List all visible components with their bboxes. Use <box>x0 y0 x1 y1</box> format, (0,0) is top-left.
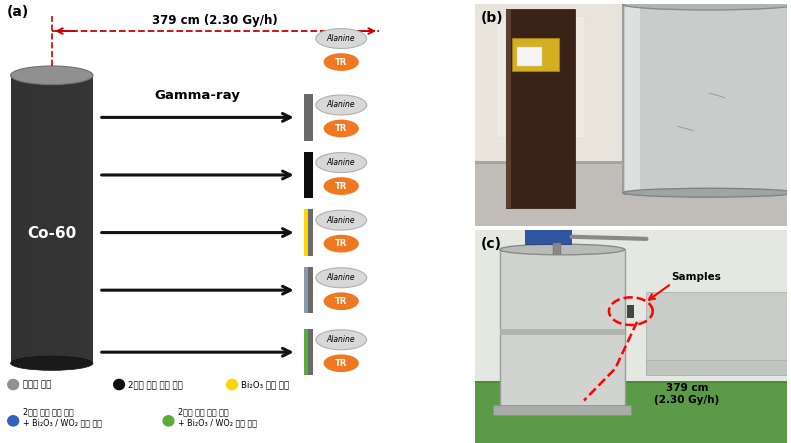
Circle shape <box>163 416 174 426</box>
Bar <box>494 405 631 416</box>
Text: 실리콘 기판: 실리콘 기판 <box>23 380 51 389</box>
Ellipse shape <box>316 330 367 350</box>
Ellipse shape <box>324 53 359 71</box>
Ellipse shape <box>623 0 791 10</box>
Text: (a): (a) <box>7 5 29 19</box>
Ellipse shape <box>10 66 93 85</box>
Bar <box>308 329 313 376</box>
Bar <box>31 75 36 363</box>
Circle shape <box>226 379 237 390</box>
Text: Gamma-ray: Gamma-ray <box>155 89 240 102</box>
Bar <box>308 267 313 314</box>
Bar <box>497 16 584 137</box>
Ellipse shape <box>316 152 367 173</box>
Bar <box>19 75 24 363</box>
Text: Samples: Samples <box>672 272 721 282</box>
Bar <box>15 75 19 363</box>
Bar <box>646 358 787 375</box>
Ellipse shape <box>324 120 359 137</box>
Text: (b): (b) <box>481 11 504 25</box>
Bar <box>68 75 73 363</box>
Bar <box>304 267 308 314</box>
Ellipse shape <box>500 244 625 255</box>
Ellipse shape <box>316 268 367 288</box>
Bar <box>77 75 81 363</box>
Text: Bi₂O₃ 나노 입자: Bi₂O₃ 나노 입자 <box>241 380 290 389</box>
Bar <box>36 75 40 363</box>
Bar <box>475 161 787 164</box>
Text: TR: TR <box>335 297 347 306</box>
Text: 2차원 층간 나노 소재
+ Bi₂O₃ / WO₂ 나노 입자: 2차원 층간 나노 소재 + Bi₂O₃ / WO₂ 나노 입자 <box>23 407 101 427</box>
Ellipse shape <box>324 177 359 195</box>
Ellipse shape <box>10 356 93 370</box>
Bar <box>60 75 65 363</box>
Bar <box>646 292 787 360</box>
Ellipse shape <box>623 188 791 197</box>
Ellipse shape <box>316 210 367 230</box>
Bar <box>10 75 15 363</box>
Text: Alanine: Alanine <box>327 216 355 225</box>
Bar <box>40 75 44 363</box>
Bar <box>72 75 77 363</box>
Bar <box>512 38 559 71</box>
FancyBboxPatch shape <box>623 4 791 194</box>
Bar <box>506 9 574 208</box>
Circle shape <box>114 379 124 390</box>
Bar <box>304 152 313 198</box>
Text: Co-60: Co-60 <box>27 226 77 241</box>
Text: TR: TR <box>335 58 347 66</box>
Text: 2차원 층간 나노 소재
+ Bi₂O₃ / WO₂ 나노 입자: 2차원 층간 나노 소재 + Bi₂O₃ / WO₂ 나노 입자 <box>178 407 257 427</box>
Bar <box>517 47 542 66</box>
Bar <box>475 384 787 443</box>
Text: 379 cm
(2.30 Gy/h): 379 cm (2.30 Gy/h) <box>654 384 720 405</box>
Bar <box>506 9 512 208</box>
Text: 2차원 층간 나노 소재: 2차원 층간 나노 소재 <box>128 380 184 389</box>
Bar <box>304 329 308 376</box>
Bar <box>51 75 56 363</box>
Circle shape <box>8 379 19 390</box>
Ellipse shape <box>324 292 359 310</box>
Bar <box>81 75 85 363</box>
Text: Alanine: Alanine <box>327 101 355 109</box>
Bar <box>304 94 313 141</box>
Bar <box>10 75 93 363</box>
Text: (c): (c) <box>481 237 501 251</box>
Bar <box>47 75 52 363</box>
Bar <box>475 164 787 226</box>
Bar <box>475 381 787 384</box>
Ellipse shape <box>316 95 367 115</box>
Bar <box>27 75 32 363</box>
Bar <box>44 75 48 363</box>
Text: Alanine: Alanine <box>327 273 355 282</box>
Ellipse shape <box>324 354 359 372</box>
Bar <box>64 75 69 363</box>
Ellipse shape <box>324 235 359 253</box>
Bar <box>625 4 640 193</box>
Text: Alanine: Alanine <box>327 158 355 167</box>
Bar <box>89 75 93 363</box>
Bar <box>553 243 561 254</box>
Text: Alanine: Alanine <box>327 34 355 43</box>
Text: TR: TR <box>335 182 347 190</box>
Bar <box>627 305 634 318</box>
Bar <box>500 249 625 409</box>
Bar <box>308 210 313 256</box>
Text: Alanine: Alanine <box>327 335 355 344</box>
Circle shape <box>8 416 19 426</box>
Text: TR: TR <box>335 359 347 368</box>
Bar <box>23 75 28 363</box>
Bar <box>500 329 625 334</box>
Bar <box>304 210 308 256</box>
Text: TR: TR <box>335 239 347 248</box>
Bar <box>85 75 89 363</box>
Text: TR: TR <box>335 124 347 133</box>
Bar <box>524 225 571 244</box>
Text: 379 cm (2.30 Gy/h): 379 cm (2.30 Gy/h) <box>153 14 278 27</box>
Ellipse shape <box>316 28 367 49</box>
Bar <box>56 75 60 363</box>
